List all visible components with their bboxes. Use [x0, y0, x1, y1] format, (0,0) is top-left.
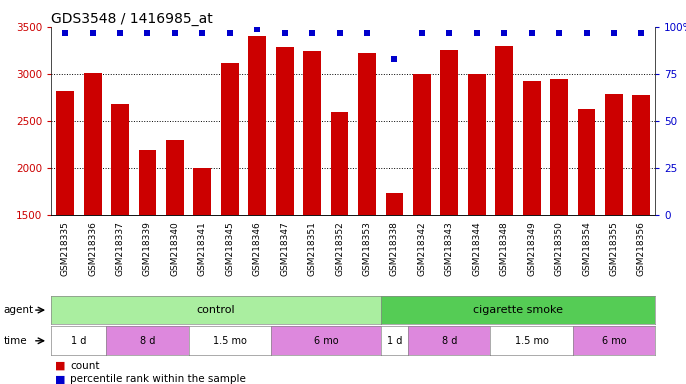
- Text: GSM218341: GSM218341: [198, 221, 207, 276]
- Bar: [331, 112, 348, 215]
- Point: [115, 30, 126, 36]
- Bar: [56, 91, 74, 215]
- Point: [362, 30, 372, 36]
- Point: [334, 30, 345, 36]
- Point: [169, 30, 180, 36]
- Bar: [632, 94, 650, 215]
- Text: ■: ■: [55, 374, 65, 384]
- Text: GSM218344: GSM218344: [472, 221, 482, 276]
- Point: [608, 30, 619, 36]
- Point: [307, 30, 318, 36]
- Point: [499, 30, 510, 36]
- Text: 1.5 mo: 1.5 mo: [514, 336, 549, 346]
- Point: [636, 30, 647, 36]
- Bar: [550, 79, 568, 215]
- Text: GSM218346: GSM218346: [252, 221, 262, 276]
- Point: [142, 30, 153, 36]
- Text: GSM218343: GSM218343: [445, 221, 454, 276]
- Bar: [413, 74, 431, 215]
- Text: GSM218336: GSM218336: [88, 221, 97, 276]
- Text: ■: ■: [55, 361, 65, 371]
- Bar: [221, 63, 239, 215]
- Text: GSM218355: GSM218355: [609, 221, 619, 276]
- Text: GSM218354: GSM218354: [582, 221, 591, 276]
- Point: [197, 30, 208, 36]
- Text: GSM218339: GSM218339: [143, 221, 152, 276]
- Point: [526, 30, 537, 36]
- Point: [224, 30, 235, 36]
- Text: count: count: [70, 361, 99, 371]
- Text: GSM218353: GSM218353: [362, 221, 372, 276]
- Text: control: control: [197, 305, 235, 315]
- Bar: [605, 94, 623, 215]
- Text: percentile rank within the sample: percentile rank within the sample: [70, 374, 246, 384]
- Point: [554, 30, 565, 36]
- Text: GSM218349: GSM218349: [527, 221, 536, 276]
- Text: GSM218352: GSM218352: [335, 221, 344, 276]
- Point: [444, 30, 455, 36]
- Bar: [248, 36, 266, 215]
- Point: [279, 30, 290, 36]
- Bar: [468, 74, 486, 215]
- Text: time: time: [3, 336, 27, 346]
- Bar: [523, 81, 541, 215]
- Bar: [578, 109, 595, 215]
- Text: GSM218345: GSM218345: [225, 221, 235, 276]
- Text: GSM218348: GSM218348: [499, 221, 509, 276]
- Text: 1 d: 1 d: [387, 336, 402, 346]
- Point: [252, 26, 263, 32]
- Text: GSM218356: GSM218356: [637, 221, 646, 276]
- Text: GSM218340: GSM218340: [170, 221, 180, 276]
- Text: GSM218342: GSM218342: [417, 221, 427, 276]
- Point: [87, 30, 98, 36]
- Text: GSM218351: GSM218351: [307, 221, 317, 276]
- Text: GSM218335: GSM218335: [60, 221, 70, 276]
- Bar: [386, 194, 403, 215]
- Text: GSM218347: GSM218347: [280, 221, 289, 276]
- Bar: [193, 168, 211, 215]
- Text: 8 d: 8 d: [140, 336, 155, 346]
- Text: 1 d: 1 d: [71, 336, 86, 346]
- Text: GSM218337: GSM218337: [115, 221, 125, 276]
- Bar: [111, 104, 129, 215]
- Text: cigarette smoke: cigarette smoke: [473, 305, 563, 315]
- Bar: [139, 150, 156, 215]
- Bar: [303, 51, 321, 215]
- Point: [416, 30, 427, 36]
- Bar: [495, 46, 513, 215]
- Point: [60, 30, 71, 36]
- Bar: [84, 73, 102, 215]
- Text: GSM218338: GSM218338: [390, 221, 399, 276]
- Bar: [276, 46, 294, 215]
- Text: 6 mo: 6 mo: [602, 336, 626, 346]
- Bar: [166, 140, 184, 215]
- Text: 6 mo: 6 mo: [314, 336, 338, 346]
- Point: [389, 56, 400, 62]
- Text: GSM218350: GSM218350: [554, 221, 564, 276]
- Bar: [358, 53, 376, 215]
- Text: agent: agent: [3, 305, 34, 315]
- Text: GDS3548 / 1416985_at: GDS3548 / 1416985_at: [51, 12, 213, 25]
- Point: [581, 30, 592, 36]
- Bar: [440, 50, 458, 215]
- Text: 1.5 mo: 1.5 mo: [213, 336, 247, 346]
- Text: 8 d: 8 d: [442, 336, 457, 346]
- Point: [471, 30, 482, 36]
